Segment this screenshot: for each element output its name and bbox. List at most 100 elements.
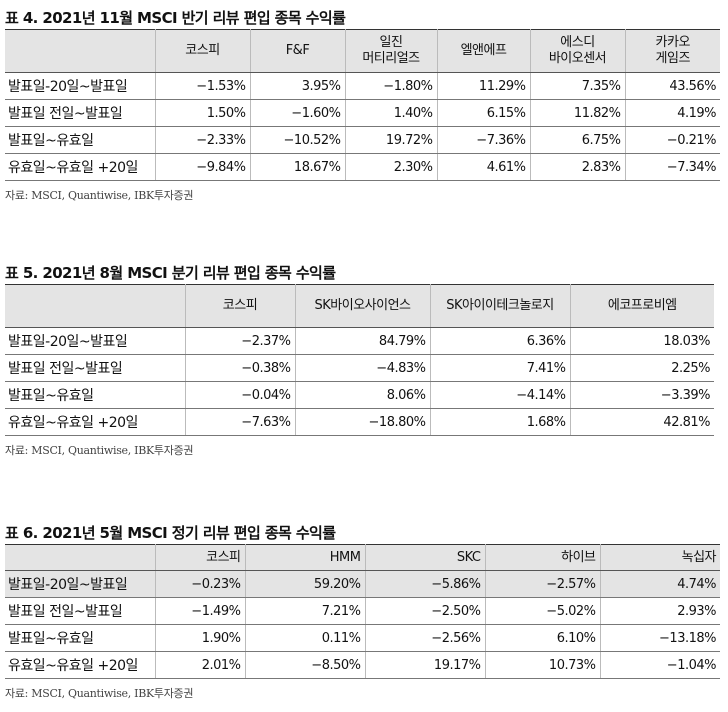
row-label: 발표일-20일~발표일	[5, 72, 155, 100]
column-header: SK아이이테크놀로지	[429, 284, 570, 328]
returns-table-6: 코스피 HMM SKC 하이브 녹십자 발표일-20일~발표일 −0.23% 59.20% −5…	[5, 544, 720, 679]
table-title: 표 4. 2021년 11월 MSCI 반기 리뷰 편입 종목 수익률	[5, 9, 346, 27]
return-cell: 7.35%	[529, 72, 625, 100]
return-cell: −0.23%	[154, 570, 245, 598]
returns-table-5: 코스피 SK바이오사이언스 SK아이이테크놀로지 에코프로비엠 발표일-20일~발표일 −…	[5, 284, 714, 436]
return-cell: 6.75%	[529, 126, 625, 154]
return-cell: 43.56%	[624, 72, 720, 100]
table-row: 발표일~유효일 −0.04% 8.06% −4.14% −3.39%	[5, 381, 714, 409]
return-cell: 1.68%	[429, 408, 570, 436]
return-cell: 4.61%	[436, 153, 530, 181]
table-row: 발표일 전일~발표일 −1.49% 7.21% −2.50% −5.02% 2.93%	[5, 597, 720, 625]
return-cell: 2.25%	[569, 354, 714, 382]
row-label: 발표일 전일~발표일	[5, 597, 155, 625]
column-header: 녹십자	[599, 544, 720, 571]
column-header: F&F	[249, 29, 345, 73]
return-cell: −4.83%	[294, 354, 430, 382]
table-4-block: 표 4. 2021년 11월 MSCI 반기 리뷰 편입 종목 수익률 코스피 F…	[5, 7, 720, 203]
column-header: 코스피	[184, 284, 295, 328]
return-cell: 11.82%	[529, 99, 625, 127]
return-cell: 18.03%	[569, 327, 714, 355]
row-label: 유효일~유효일 +20일	[5, 408, 185, 436]
return-cell: −2.56%	[364, 624, 485, 652]
return-cell: −5.02%	[484, 597, 600, 625]
return-cell: 42.81%	[569, 408, 714, 436]
column-header	[5, 544, 155, 571]
row-label: 발표일~유효일	[5, 126, 155, 154]
column-header: SKC	[364, 544, 485, 571]
return-cell: −1.53%	[154, 72, 250, 100]
return-cell: −1.04%	[599, 651, 720, 679]
return-cell: −0.21%	[624, 126, 720, 154]
return-cell: 7.41%	[429, 354, 570, 382]
header-row: 코스피 HMM SKC 하이브 녹십자	[5, 544, 720, 571]
column-header: 카카오 게임즈	[624, 29, 720, 73]
return-cell: −7.63%	[184, 408, 295, 436]
table-row: 발표일-20일~발표일 −1.53% 3.95% −1.80% 11.29% 7.35% 4…	[5, 72, 720, 100]
source-note: 자료: MSCI, Quantiwise, IBK투자증권	[5, 687, 194, 700]
return-cell: 2.01%	[154, 651, 245, 679]
return-cell: 2.30%	[344, 153, 437, 181]
row-label: 유효일~유효일 +20일	[5, 651, 155, 679]
return-cell: 84.79%	[294, 327, 430, 355]
return-cell: −2.37%	[184, 327, 295, 355]
table-row: 발표일-20일~발표일 −0.23% 59.20% −5.86% −2.57% 4.74%	[5, 570, 720, 598]
table-row: 발표일~유효일 −2.33% −10.52% 19.72% −7.36% 6.75% −0.…	[5, 126, 720, 154]
column-header: 일진 머티리얼즈	[344, 29, 437, 73]
row-label: 발표일 전일~발표일	[5, 354, 185, 382]
column-header: HMM	[244, 544, 365, 571]
return-cell: −2.50%	[364, 597, 485, 625]
return-cell: −1.49%	[154, 597, 245, 625]
table-6-block: 표 6. 2021년 5월 MSCI 정기 리뷰 편입 종목 수익률 코스피 HM…	[5, 522, 720, 701]
table-5-block: 표 5. 2021년 8월 MSCI 분기 리뷰 편입 종목 수익률 코스피 SK…	[5, 262, 714, 458]
return-cell: 19.72%	[344, 126, 437, 154]
table-title: 표 6. 2021년 5월 MSCI 정기 리뷰 편입 종목 수익률	[5, 524, 336, 542]
column-header: 에코프로비엠	[569, 284, 714, 328]
column-header: 코스피	[154, 544, 245, 571]
table-row: 발표일 전일~발표일 1.50% −1.60% 1.40% 6.15% 11.82% 4.1…	[5, 99, 720, 127]
column-header: 하이브	[484, 544, 600, 571]
return-cell: 6.10%	[484, 624, 600, 652]
return-cell: −5.86%	[364, 570, 485, 598]
return-cell: 6.36%	[429, 327, 570, 355]
return-cell: −2.57%	[484, 570, 600, 598]
return-cell: 1.90%	[154, 624, 245, 652]
table-row: 발표일 전일~발표일 −0.38% −4.83% 7.41% 2.25%	[5, 354, 714, 382]
column-header	[5, 29, 155, 73]
return-cell: 3.95%	[249, 72, 345, 100]
return-cell: 7.21%	[244, 597, 365, 625]
return-cell: −0.04%	[184, 381, 295, 409]
row-label: 발표일~유효일	[5, 624, 155, 652]
return-cell: −8.50%	[244, 651, 365, 679]
row-label: 발표일-20일~발표일	[5, 570, 155, 598]
header-row: 코스피 F&F 일진 머티리얼즈 엘앤에프 에스디 바이오센서 카카오 게임즈	[5, 29, 720, 73]
table-row: 유효일~유효일 +20일 −9.84% 18.67% 2.30% 4.61% 2.83% −…	[5, 153, 720, 181]
return-cell: −7.34%	[624, 153, 720, 181]
table-row: 발표일-20일~발표일 −2.37% 84.79% 6.36% 18.03%	[5, 327, 714, 355]
source-note: 자료: MSCI, Quantiwise, IBK투자증권	[5, 189, 194, 202]
return-cell: −10.52%	[249, 126, 345, 154]
column-header: 에스디 바이오센서	[529, 29, 625, 73]
row-label: 유효일~유효일 +20일	[5, 153, 155, 181]
return-cell: −18.80%	[294, 408, 430, 436]
return-cell: 10.73%	[484, 651, 600, 679]
return-cell: −3.39%	[569, 381, 714, 409]
return-cell: −7.36%	[436, 126, 530, 154]
return-cell: −2.33%	[154, 126, 250, 154]
return-cell: 0.11%	[244, 624, 365, 652]
column-header: 코스피	[154, 29, 250, 73]
return-cell: −13.18%	[599, 624, 720, 652]
return-cell: 2.93%	[599, 597, 720, 625]
return-cell: 1.50%	[154, 99, 250, 127]
table-row: 발표일~유효일 1.90% 0.11% −2.56% 6.10% −13.18%	[5, 624, 720, 652]
return-cell: 6.15%	[436, 99, 530, 127]
return-cell: −4.14%	[429, 381, 570, 409]
return-cell: 4.19%	[624, 99, 720, 127]
column-header: SK바이오사이언스	[294, 284, 430, 328]
return-cell: 19.17%	[364, 651, 485, 679]
return-cell: 1.40%	[344, 99, 437, 127]
return-cell: 18.67%	[249, 153, 345, 181]
table-row: 유효일~유효일 +20일 −7.63% −18.80% 1.68% 42.81%	[5, 408, 714, 436]
return-cell: 8.06%	[294, 381, 430, 409]
returns-table-4: 코스피 F&F 일진 머티리얼즈 엘앤에프 에스디 바이오센서 카카오 게임즈 발표일-20…	[5, 29, 720, 181]
